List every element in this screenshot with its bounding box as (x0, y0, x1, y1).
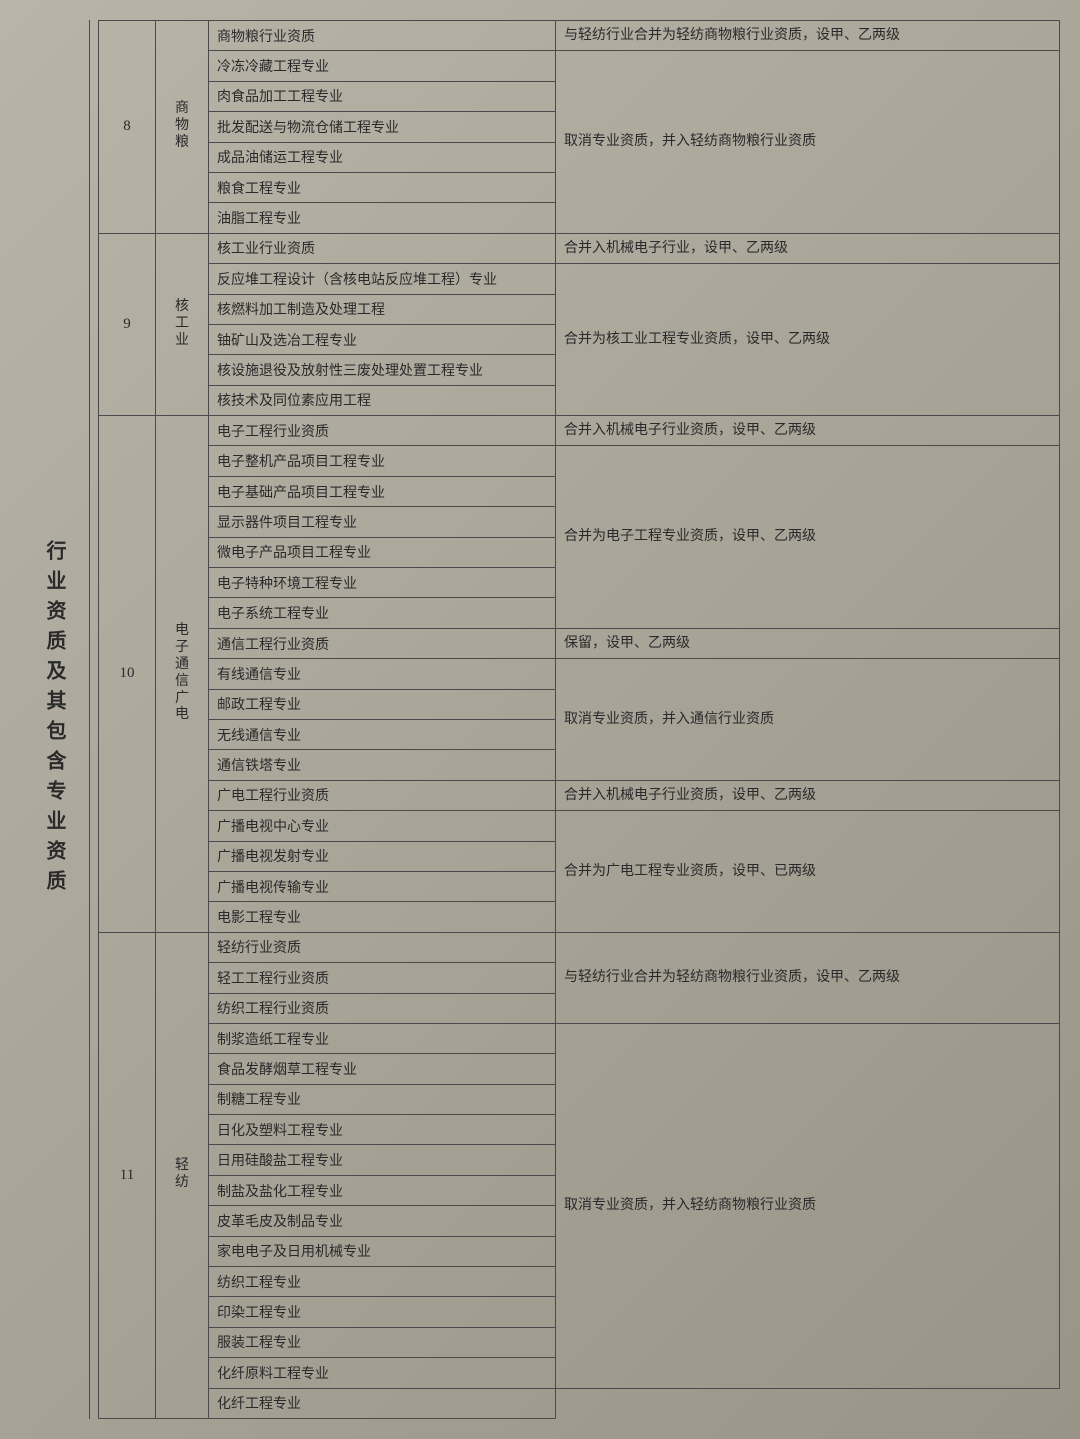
qualification-table: 8商物粮商物粮行业资质与轻纺行业合并为轻纺商物粮行业资质，设甲、乙两级冷冻冷藏工… (98, 20, 1060, 1419)
qualification-item: 冷冻冷藏工程专业 (209, 51, 556, 81)
qualification-item: 电子特种环境工程专业 (209, 568, 556, 598)
section-number: 9 (99, 233, 156, 415)
table-row: 广电工程行业资质合并入机械电子行业资质，设甲、乙两级 (99, 780, 1060, 810)
section-number: 8 (99, 21, 156, 234)
qualification-item: 核工业行业资质 (209, 233, 556, 263)
table-row: 8商物粮商物粮行业资质与轻纺行业合并为轻纺商物粮行业资质，设甲、乙两级 (99, 21, 1060, 51)
section-category: 轻纺 (156, 932, 209, 1418)
qualification-item: 广电工程行业资质 (209, 780, 556, 810)
qualification-item: 核技术及同位素应用工程 (209, 385, 556, 415)
qualification-item: 肉食品加工工程专业 (209, 81, 556, 111)
qualification-item: 纺织工程专业 (209, 1267, 556, 1297)
table-row: 化纤工程专业 (99, 1388, 1060, 1418)
qualification-item: 有线通信专业 (209, 659, 556, 689)
remark-cell: 取消专业资质，并入通信行业资质 (556, 659, 1060, 781)
table-row: 9核工业核工业行业资质合并入机械电子行业，设甲、乙两级 (99, 233, 1060, 263)
qualification-item: 铀矿山及选冶工程专业 (209, 324, 556, 354)
remark-cell: 合并为广电工程专业资质，设甲、已两级 (556, 811, 1060, 933)
qualification-item: 微电子产品项目工程专业 (209, 537, 556, 567)
qualification-item: 家电电子及日用机械专业 (209, 1236, 556, 1266)
remark-cell: 合并入机械电子行业资质，设甲、乙两级 (556, 416, 1060, 446)
qualification-item: 化纤工程专业 (209, 1388, 556, 1418)
qualification-item: 印染工程专业 (209, 1297, 556, 1327)
side-header-text: 行业资质及其包含专业资质 (40, 540, 69, 900)
remark-cell: 合并为电子工程专业资质，设甲、乙两级 (556, 446, 1060, 628)
remark-cell: 合并为核工业工程专业资质，设甲、乙两级 (556, 264, 1060, 416)
qualification-item: 化纤原料工程专业 (209, 1358, 556, 1388)
remark-cell: 合并入机械电子行业资质，设甲、乙两级 (556, 780, 1060, 810)
qualification-item: 油脂工程专业 (209, 203, 556, 233)
qualification-item: 核燃料加工制造及处理工程 (209, 294, 556, 324)
qualification-item: 电影工程专业 (209, 902, 556, 932)
qualification-item: 显示器件项目工程专业 (209, 507, 556, 537)
table-row: 电子整机产品项目工程专业合并为电子工程专业资质，设甲、乙两级 (99, 446, 1060, 476)
qualification-item: 轻工工程行业资质 (209, 963, 556, 993)
qualification-item: 服装工程专业 (209, 1327, 556, 1357)
section-number: 10 (99, 416, 156, 933)
qualification-item: 电子基础产品项目工程专业 (209, 476, 556, 506)
qualification-item: 制糖工程专业 (209, 1084, 556, 1114)
table-row: 11轻纺轻纺行业资质与轻纺行业合并为轻纺商物粮行业资质，设甲、乙两级 (99, 932, 1060, 962)
qualification-item: 广播电视发射专业 (209, 841, 556, 871)
remark-cell: 取消专业资质，并入轻纺商物粮行业资质 (556, 1023, 1060, 1388)
remark-cell: 与轻纺行业合并为轻纺商物粮行业资质，设甲、乙两级 (556, 21, 1060, 51)
qualification-item: 日用硅酸盐工程专业 (209, 1145, 556, 1175)
qualification-item: 通信工程行业资质 (209, 628, 556, 658)
qualification-item: 制浆造纸工程专业 (209, 1023, 556, 1053)
table-row: 广播电视中心专业合并为广电工程专业资质，设甲、已两级 (99, 811, 1060, 841)
table-row: 制浆造纸工程专业取消专业资质，并入轻纺商物粮行业资质 (99, 1023, 1060, 1053)
side-header: 行业资质及其包含专业资质 (20, 20, 90, 1419)
remark-cell: 取消专业资质，并入轻纺商物粮行业资质 (556, 51, 1060, 233)
qualification-item: 反应堆工程设计（含核电站反应堆工程）专业 (209, 264, 556, 294)
qualification-item: 无线通信专业 (209, 719, 556, 749)
qualification-item: 制盐及盐化工程专业 (209, 1175, 556, 1205)
table-row: 反应堆工程设计（含核电站反应堆工程）专业合并为核工业工程专业资质，设甲、乙两级 (99, 264, 1060, 294)
qualification-item: 通信铁塔专业 (209, 750, 556, 780)
qualification-item: 粮食工程专业 (209, 172, 556, 202)
qualification-item: 轻纺行业资质 (209, 932, 556, 962)
qualification-item: 日化及塑料工程专业 (209, 1115, 556, 1145)
qualification-item: 广播电视中心专业 (209, 811, 556, 841)
table-row: 通信工程行业资质保留，设甲、乙两级 (99, 628, 1060, 658)
section-category: 商物粮 (156, 21, 209, 234)
table-row: 10电子通信广电电子工程行业资质合并入机械电子行业资质，设甲、乙两级 (99, 416, 1060, 446)
remark-cell: 与轻纺行业合并为轻纺商物粮行业资质，设甲、乙两级 (556, 932, 1060, 1023)
qualification-item: 批发配送与物流仓储工程专业 (209, 112, 556, 142)
remark-cell: 合并入机械电子行业，设甲、乙两级 (556, 233, 1060, 263)
qualification-item: 核设施退役及放射性三废处理处置工程专业 (209, 355, 556, 385)
qualification-item: 成品油储运工程专业 (209, 142, 556, 172)
section-category: 电子通信广电 (156, 416, 209, 933)
qualification-item: 广播电视传输专业 (209, 871, 556, 901)
document-page: 行业资质及其包含专业资质 8商物粮商物粮行业资质与轻纺行业合并为轻纺商物粮行业资… (20, 20, 1060, 1419)
qualification-item: 邮政工程专业 (209, 689, 556, 719)
qualification-item: 电子系统工程专业 (209, 598, 556, 628)
qualification-item: 电子整机产品项目工程专业 (209, 446, 556, 476)
section-number: 11 (99, 932, 156, 1418)
qualification-item: 商物粮行业资质 (209, 21, 556, 51)
qualification-item: 纺织工程行业资质 (209, 993, 556, 1023)
remark-cell: 保留，设甲、乙两级 (556, 628, 1060, 658)
section-category: 核工业 (156, 233, 209, 415)
qualification-item: 食品发酵烟草工程专业 (209, 1054, 556, 1084)
qualification-item: 电子工程行业资质 (209, 416, 556, 446)
qualification-item: 皮革毛皮及制品专业 (209, 1206, 556, 1236)
table-row: 冷冻冷藏工程专业取消专业资质，并入轻纺商物粮行业资质 (99, 51, 1060, 81)
table-row: 有线通信专业取消专业资质，并入通信行业资质 (99, 659, 1060, 689)
